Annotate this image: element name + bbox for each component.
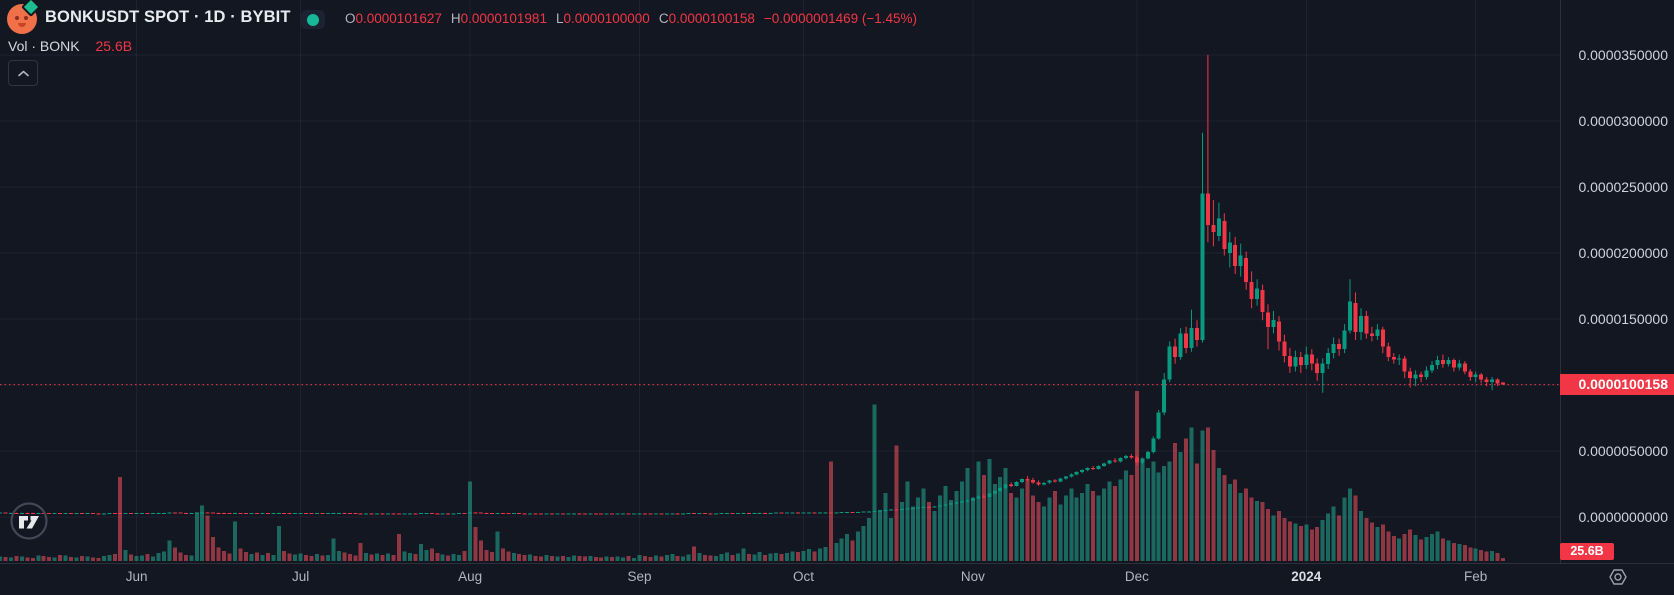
time-tick-label: Sep (627, 569, 652, 584)
ohlc-legend: O0.0000101627 H0.0000101981 L0.0000100000 C… (345, 11, 917, 26)
time-axis[interactable]: Jun Jul Aug Sep Oct Nov Dec 2024 Feb (0, 563, 1674, 595)
collapse-pane-button[interactable] (8, 60, 38, 86)
time-tick-label: 2024 (1291, 569, 1322, 584)
time-tick-label: Nov (960, 569, 985, 584)
tradingview-logo-icon (10, 502, 48, 540)
volume-legend: Vol · BONK 25.6B (8, 38, 132, 54)
price-tick-label: 0.0000200000 (1578, 244, 1668, 261)
time-tick-label: Aug (458, 569, 483, 584)
chevron-up-icon (17, 70, 29, 76)
change-value: −0.0000001469 (−1.45%) (763, 11, 918, 26)
high-value: 0.0000101981 (460, 11, 547, 26)
teal-dot-icon (307, 13, 319, 26)
open-value: 0.0000101627 (355, 11, 442, 26)
time-tick-label: Jun (125, 569, 148, 584)
tradingview-logo[interactable] (9, 501, 49, 541)
time-tick-label: Jul (291, 569, 310, 584)
last-price-badge: 0.0000100158 (1560, 374, 1674, 395)
logo-mouth (18, 23, 26, 27)
price-tick-label: 0.0000150000 (1578, 310, 1668, 327)
time-tick-label: Oct (792, 569, 814, 584)
price-tick-label: 0.0000300000 (1578, 112, 1668, 129)
price-tick-label: 0.0000000000 (1578, 508, 1668, 525)
time-tick-label: Feb (1464, 569, 1488, 584)
high-label: H (450, 11, 461, 26)
close-value: 0.0000100158 (668, 11, 755, 26)
volume-value: 25.6B (95, 38, 133, 54)
logo-eye (24, 16, 28, 20)
low-label: L (555, 11, 564, 26)
time-axis-settings-button[interactable] (1606, 565, 1630, 589)
symbol-title[interactable]: BONKUSDT SPOT · 1D · BYBIT (45, 8, 291, 26)
price-tick-label: 0.0000050000 (1578, 442, 1668, 459)
hexagon-gear-icon (1609, 569, 1627, 585)
bonk-coin-logo-icon (7, 0, 41, 34)
price-tick-label: 0.0000350000 (1578, 46, 1668, 63)
close-label: C (658, 11, 669, 26)
volume-label: Vol · BONK (8, 38, 80, 54)
price-axis[interactable]: 0.0000100158 0.0000350000 0.0000300000 0.0… (1560, 0, 1674, 563)
time-tick-label: Dec (1124, 569, 1149, 584)
price-tick-label: 0.0000250000 (1578, 178, 1668, 195)
series-status-icon[interactable] (301, 10, 325, 29)
low-value: 0.0000100000 (563, 11, 650, 26)
volume-badge: 25.6B (1560, 543, 1614, 560)
logo-eye (15, 16, 19, 20)
open-label: O (345, 11, 356, 26)
